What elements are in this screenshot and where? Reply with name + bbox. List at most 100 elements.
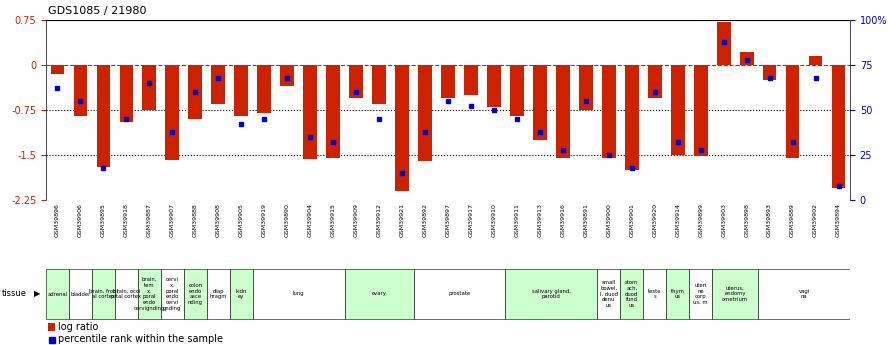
Bar [326,65,340,158]
Bar [46,269,69,319]
Text: GSM39915: GSM39915 [331,204,336,237]
Bar [464,65,478,95]
Text: log ratio: log ratio [58,322,99,332]
Text: salivary gland,
parotid: salivary gland, parotid [532,289,571,299]
Text: brain,
tem
x,
poral
endo
cervignding: brain, tem x, poral endo cervignding [134,277,165,311]
Text: vagi
na: vagi na [798,289,810,299]
Bar [579,65,593,110]
Text: brain, front
al cortex: brain, front al cortex [89,289,118,299]
Text: tissue: tissue [2,289,27,298]
Bar [257,65,271,113]
Bar [712,269,758,319]
Text: GSM39914: GSM39914 [676,204,680,237]
Text: ▶: ▶ [34,289,40,298]
Bar [73,65,87,116]
Bar [345,269,414,319]
Text: GSM39916: GSM39916 [560,204,565,237]
Text: diap
hragm: diap hragm [210,289,227,299]
Bar [92,269,115,319]
Text: GSM39903: GSM39903 [721,204,726,237]
Text: GSM39911: GSM39911 [514,204,520,237]
Bar [235,65,248,116]
Bar [762,65,777,80]
Text: GSM39900: GSM39900 [607,204,611,237]
Bar [620,269,643,319]
Text: stom
ach,
duod
fund
us: stom ach, duod fund us [625,280,638,308]
Bar [625,65,639,170]
Bar [667,269,689,319]
Bar [207,269,229,319]
Text: GSM39893: GSM39893 [767,204,772,237]
Text: GSM39898: GSM39898 [745,204,749,237]
Bar [142,65,156,110]
Bar [758,269,850,319]
Bar [161,269,184,319]
Bar [598,269,620,319]
Text: prostate: prostate [448,292,470,296]
Text: teste
s: teste s [648,289,661,299]
Text: uterus,
endomy
ometrium: uterus, endomy ometrium [722,286,748,302]
Bar [602,65,616,158]
Bar [694,65,708,156]
Bar [414,269,505,319]
Text: GSM39899: GSM39899 [698,204,703,237]
Bar [643,269,667,319]
Text: GSM39917: GSM39917 [469,204,473,237]
Bar [253,269,345,319]
Text: GSM39896: GSM39896 [55,204,60,237]
Text: GSM39920: GSM39920 [652,204,658,237]
Text: GSM39912: GSM39912 [376,204,382,237]
Text: GSM39890: GSM39890 [285,204,289,237]
Text: kidn
ey: kidn ey [236,289,247,299]
Bar [510,65,524,116]
Bar [372,65,386,104]
Text: GSM39895: GSM39895 [101,204,106,237]
Bar [48,323,55,331]
Bar [50,65,65,74]
Bar [487,65,501,107]
Text: GSM39918: GSM39918 [124,204,129,237]
Bar [229,269,253,319]
Bar [831,65,846,188]
Text: thym
us: thym us [671,289,685,299]
Text: GSM39906: GSM39906 [78,204,83,237]
Bar [349,65,363,98]
Text: small
bowel,
I, duod
denu
us: small bowel, I, duod denu us [599,280,618,308]
Bar [138,269,161,319]
Text: percentile rank within the sample: percentile rank within the sample [58,335,223,345]
Text: brain, occi
pital cortex: brain, occi pital cortex [111,289,142,299]
Bar [115,269,138,319]
Bar [505,269,598,319]
Text: GSM39913: GSM39913 [538,204,542,237]
Text: GSM39897: GSM39897 [445,204,451,237]
Bar [648,65,661,98]
Text: GSM39919: GSM39919 [262,204,267,237]
Text: GSM39901: GSM39901 [629,204,634,237]
Bar [280,65,294,86]
Bar [786,65,799,158]
Bar [533,65,547,140]
Bar [689,269,712,319]
Bar [418,65,432,161]
Text: GSM39904: GSM39904 [307,204,313,237]
Text: ovary: ovary [372,292,386,296]
Text: lung: lung [293,292,305,296]
Bar [717,22,730,65]
Text: GSM39888: GSM39888 [193,204,198,237]
Text: GSM39907: GSM39907 [170,204,175,237]
Text: GSM39902: GSM39902 [813,204,818,237]
Text: bladder: bladder [70,292,90,296]
Text: GDS1085 / 21980: GDS1085 / 21980 [48,6,147,16]
Bar [188,65,202,119]
Bar [303,65,317,159]
Text: GSM39891: GSM39891 [583,204,589,237]
Bar [556,65,570,158]
Bar [395,65,409,191]
Bar [119,65,134,122]
Text: GSM39889: GSM39889 [790,204,795,237]
Text: GSM39909: GSM39909 [354,204,358,237]
Text: uteri
ne
corp
us, m: uteri ne corp us, m [694,283,708,305]
Bar [97,65,110,167]
Bar [69,269,92,319]
Text: adrenal: adrenal [47,292,67,296]
